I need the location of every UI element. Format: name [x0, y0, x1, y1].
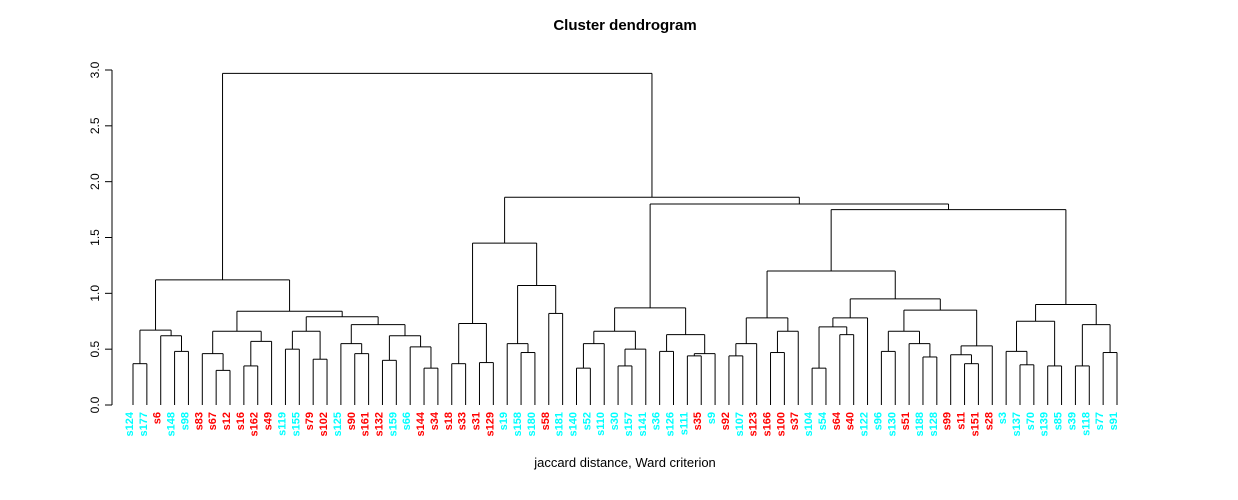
leaf-label: s51: [900, 412, 912, 430]
y-tick-label: 2.5: [88, 117, 102, 134]
leaf-label: s67: [207, 412, 219, 430]
leaf-label: s104: [803, 411, 815, 436]
leaf-label: s141: [637, 412, 649, 436]
leaf-label: s12: [221, 412, 233, 430]
leaf-label: s92: [720, 412, 732, 430]
leaf-label: s19: [498, 412, 510, 430]
leaf-label: s100: [775, 412, 787, 436]
leaf-label: s151: [969, 412, 981, 436]
leaf-label: s177: [138, 412, 150, 436]
y-tick-label: 0.0: [88, 396, 102, 413]
leaf-label: s49: [263, 412, 275, 430]
leaf-label: s77: [1094, 412, 1106, 430]
leaf-label: s58: [540, 412, 552, 430]
leaf-label: s3: [997, 412, 1009, 424]
leaf-label: s66: [401, 412, 413, 430]
leaf-label: s157: [623, 412, 635, 436]
y-tick-label: 2.0: [88, 173, 102, 190]
leaf-label: s31: [470, 412, 482, 430]
leaf-label: s52: [581, 412, 593, 430]
leaf-label: s102: [318, 412, 330, 436]
leaf-label: s181: [554, 412, 566, 436]
leaf-label: s64: [831, 411, 843, 430]
leaf-label: s11: [956, 412, 968, 430]
leaf-label: s9: [706, 412, 718, 424]
leaf-label: s130: [886, 412, 898, 436]
leaf-label: s126: [665, 412, 677, 436]
leaf-label: s91: [1108, 412, 1120, 430]
leaf-label: s158: [512, 412, 524, 436]
leaf-label: s129: [484, 412, 496, 436]
leaf-label: s122: [859, 412, 871, 436]
leaf-label: s18: [443, 412, 455, 430]
leaf-label: s188: [914, 412, 926, 436]
leaf-label: s36: [651, 412, 663, 430]
x-axis-caption: jaccard distance, Ward criterion: [533, 455, 716, 470]
leaf-label: s16: [235, 412, 247, 430]
leaf-label: s96: [872, 412, 884, 430]
leaf-label: s155: [290, 412, 302, 436]
leaf-label: s110: [595, 412, 607, 436]
leaf-label: s39: [1066, 412, 1078, 430]
leaf-label: s37: [789, 412, 801, 430]
leaf-label: s162: [249, 412, 261, 436]
leaf-label: s132: [373, 412, 385, 436]
leaf-label: s35: [692, 412, 704, 430]
leaf-label: s79: [304, 412, 316, 430]
leaf-label: s33: [457, 412, 469, 430]
y-tick-label: 1.5: [88, 229, 102, 246]
leaf-label: s99: [942, 412, 954, 430]
leaf-label: s124: [124, 411, 136, 436]
leaf-label: s83: [193, 412, 205, 430]
leaf-label: s6: [152, 412, 164, 424]
leaf-label: s85: [1053, 412, 1065, 430]
y-tick-label: 3.0: [88, 61, 102, 78]
leaf-label: s161: [360, 412, 372, 436]
leaf-label: s137: [1011, 412, 1023, 436]
y-tick-label: 1.0: [88, 285, 102, 302]
y-axis: 0.0 0.5 1.0 1.5 2.0 2.5 3.0: [88, 61, 113, 413]
leaf-label: s159: [387, 412, 399, 436]
leaf-label: s123: [748, 412, 760, 436]
leaf-label: s148: [166, 412, 178, 436]
leaf-label: s90: [346, 412, 358, 430]
leaf-label: s54: [817, 411, 829, 430]
leaf-label: s166: [762, 412, 774, 436]
leaf-label: s125: [332, 412, 344, 436]
leaf-label: s139: [1039, 412, 1051, 436]
leaf-label: s34: [429, 411, 441, 430]
leaf-label: s144: [415, 411, 427, 436]
leaf-label: s40: [845, 412, 857, 430]
leaf-label: s107: [734, 412, 746, 436]
leaf-label: s30: [609, 412, 621, 430]
leaf-label: s70: [1025, 412, 1037, 430]
leaf-label: s118: [1080, 412, 1092, 436]
leaf-label: s140: [567, 412, 579, 436]
chart-title: Cluster dendrogram: [553, 17, 696, 34]
leaf-label: s128: [928, 412, 940, 436]
leaf-labels: s124 s177 s6 s148 s98 s83 s67 s12 s16 s162 s49 s119…: [124, 411, 1120, 436]
leaf-label: s119: [276, 412, 288, 436]
leaf-label: s180: [526, 412, 538, 436]
leaf-label: s111: [678, 412, 690, 435]
dendrogram-links: [132, 72, 1118, 405]
y-tick-label: 0.5: [88, 341, 102, 358]
leaf-label: s28: [983, 412, 995, 430]
leaf-label: s98: [179, 412, 191, 430]
